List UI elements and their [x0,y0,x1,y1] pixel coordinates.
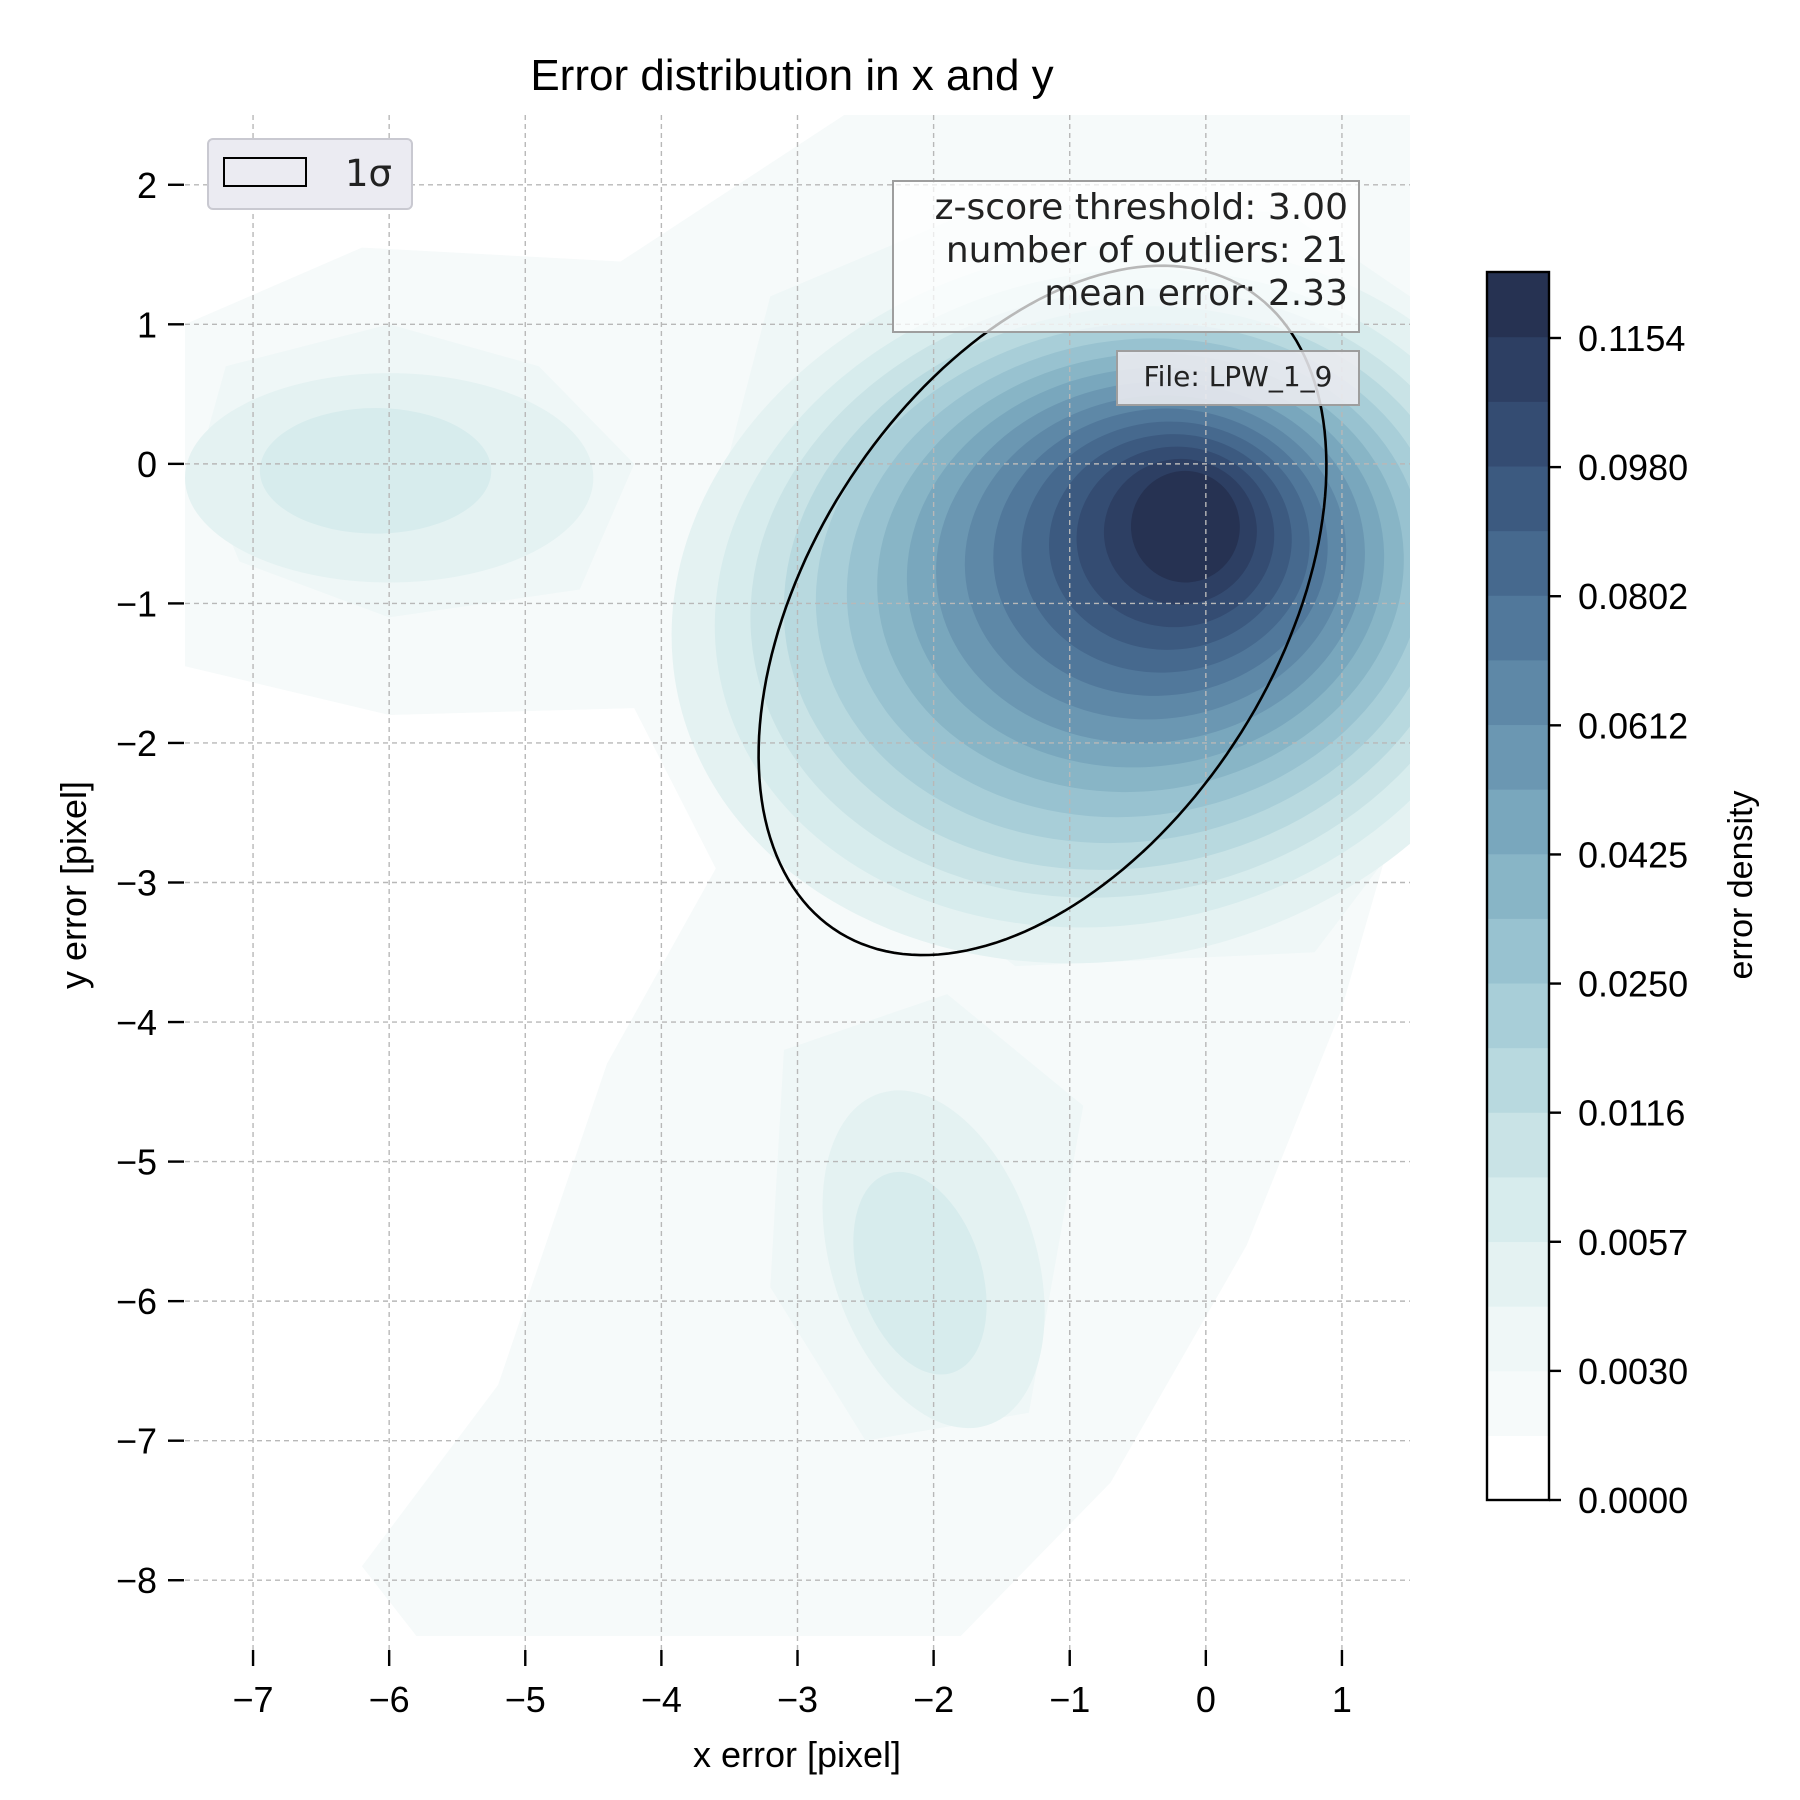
colorbar-segment [1487,336,1549,402]
colorbar-tick-label: 0.0425 [1578,834,1688,875]
colorbar-segment [1487,918,1549,984]
colorbar-segment [1487,1047,1549,1113]
y-axis: 2 1 0 −1 −2 −3 −4 −5 −6 −7 −8 [116,165,184,1601]
legend-ellipse-swatch [223,157,307,187]
file-label: File: LPW_1_9 [1116,350,1360,406]
colorbar-tick-label: 0.0250 [1578,964,1688,1005]
colorbar-tick-label: 0.0000 [1578,1480,1688,1521]
x-tick-label: 1 [1332,1679,1352,1720]
zscore-threshold-text: z-score threshold: 3.00 [934,187,1348,228]
y-tick-label: −8 [116,1560,157,1601]
y-tick-label: −6 [116,1281,157,1322]
colorbar-segment [1487,853,1549,919]
colorbar-segment [1487,982,1549,1049]
colorbar: 0.1154 0.0980 0.0802 0.0612 0.0425 0.0250 0.01… [1485,270,1688,1521]
colorbar-segment [1487,530,1549,596]
sigma-ellipse [757,264,1328,957]
mean-error-text: mean error: 2.33 [1044,273,1348,314]
colorbar-segment [1487,595,1549,661]
y-tick-label: −2 [116,723,157,764]
colorbar-segment [1487,272,1549,338]
colorbar-segment [1487,1435,1549,1501]
legend-label-sigma: 1σ [345,152,392,195]
chart-title: Error distribution in x and y [530,51,1053,100]
y-tick-label: 1 [137,304,157,345]
x-axis: −7 −6 −5 −4 −3 −2 −1 0 1 [233,1650,1352,1720]
colorbar-frame [1485,270,1551,1502]
colorbar-segment [1487,659,1549,726]
legend: 1σ [207,138,413,210]
y-axis-label: y error [pixel] [53,781,94,989]
y-tick-label: −3 [116,863,157,904]
x-tick-label: −6 [369,1679,410,1720]
x-tick-label: −7 [233,1679,274,1720]
x-tick-label: −3 [777,1679,818,1720]
colorbar-label: error density [1722,791,1760,980]
colorbar-tick-label: 0.0057 [1578,1222,1688,1263]
colorbar-tick-label: 0.0030 [1578,1351,1688,1392]
colorbar-segment [1487,1241,1549,1307]
y-tick-label: 0 [137,444,157,485]
x-tick-label: −2 [913,1679,954,1720]
y-tick-label: −7 [116,1421,157,1462]
colorbar-tick-label: 0.0980 [1578,447,1688,488]
x-tick-label: 0 [1196,1679,1216,1720]
x-tick-label: −1 [1049,1679,1090,1720]
colorbar-segment [1487,724,1549,790]
stats-annotation: z-score threshold: 3.00 number of outlie… [892,180,1360,333]
colorbar-segment [1487,1306,1549,1372]
contour-band [1130,470,1240,583]
x-axis-label: x error [pixel] [693,1734,901,1775]
y-tick-label: 2 [137,165,157,206]
outlier-count-text: number of outliers: 21 [945,230,1348,271]
colorbar-tick-label: 0.1154 [1578,318,1685,359]
y-tick-label: −1 [116,583,157,624]
colorbar-segment [1487,1176,1549,1243]
x-tick-label: −4 [641,1679,682,1720]
sigma-ellipse-layer [757,264,1328,957]
x-tick-label: −5 [505,1679,546,1720]
contour-band [853,1171,987,1375]
colorbar-segment [1487,1370,1549,1436]
colorbar-tick-label: 0.0116 [1578,1093,1685,1134]
y-tick-label: −5 [116,1142,157,1183]
contour-band [259,408,492,534]
colorbar-segment [1487,1112,1549,1178]
colorbar-segment [1487,401,1549,467]
colorbar-tick-label: 0.0802 [1578,576,1688,617]
colorbar-tick-label: 0.0612 [1578,705,1688,746]
y-tick-label: −4 [116,1002,157,1043]
colorbar-segment [1487,789,1549,855]
colorbar-segment [1487,465,1549,532]
